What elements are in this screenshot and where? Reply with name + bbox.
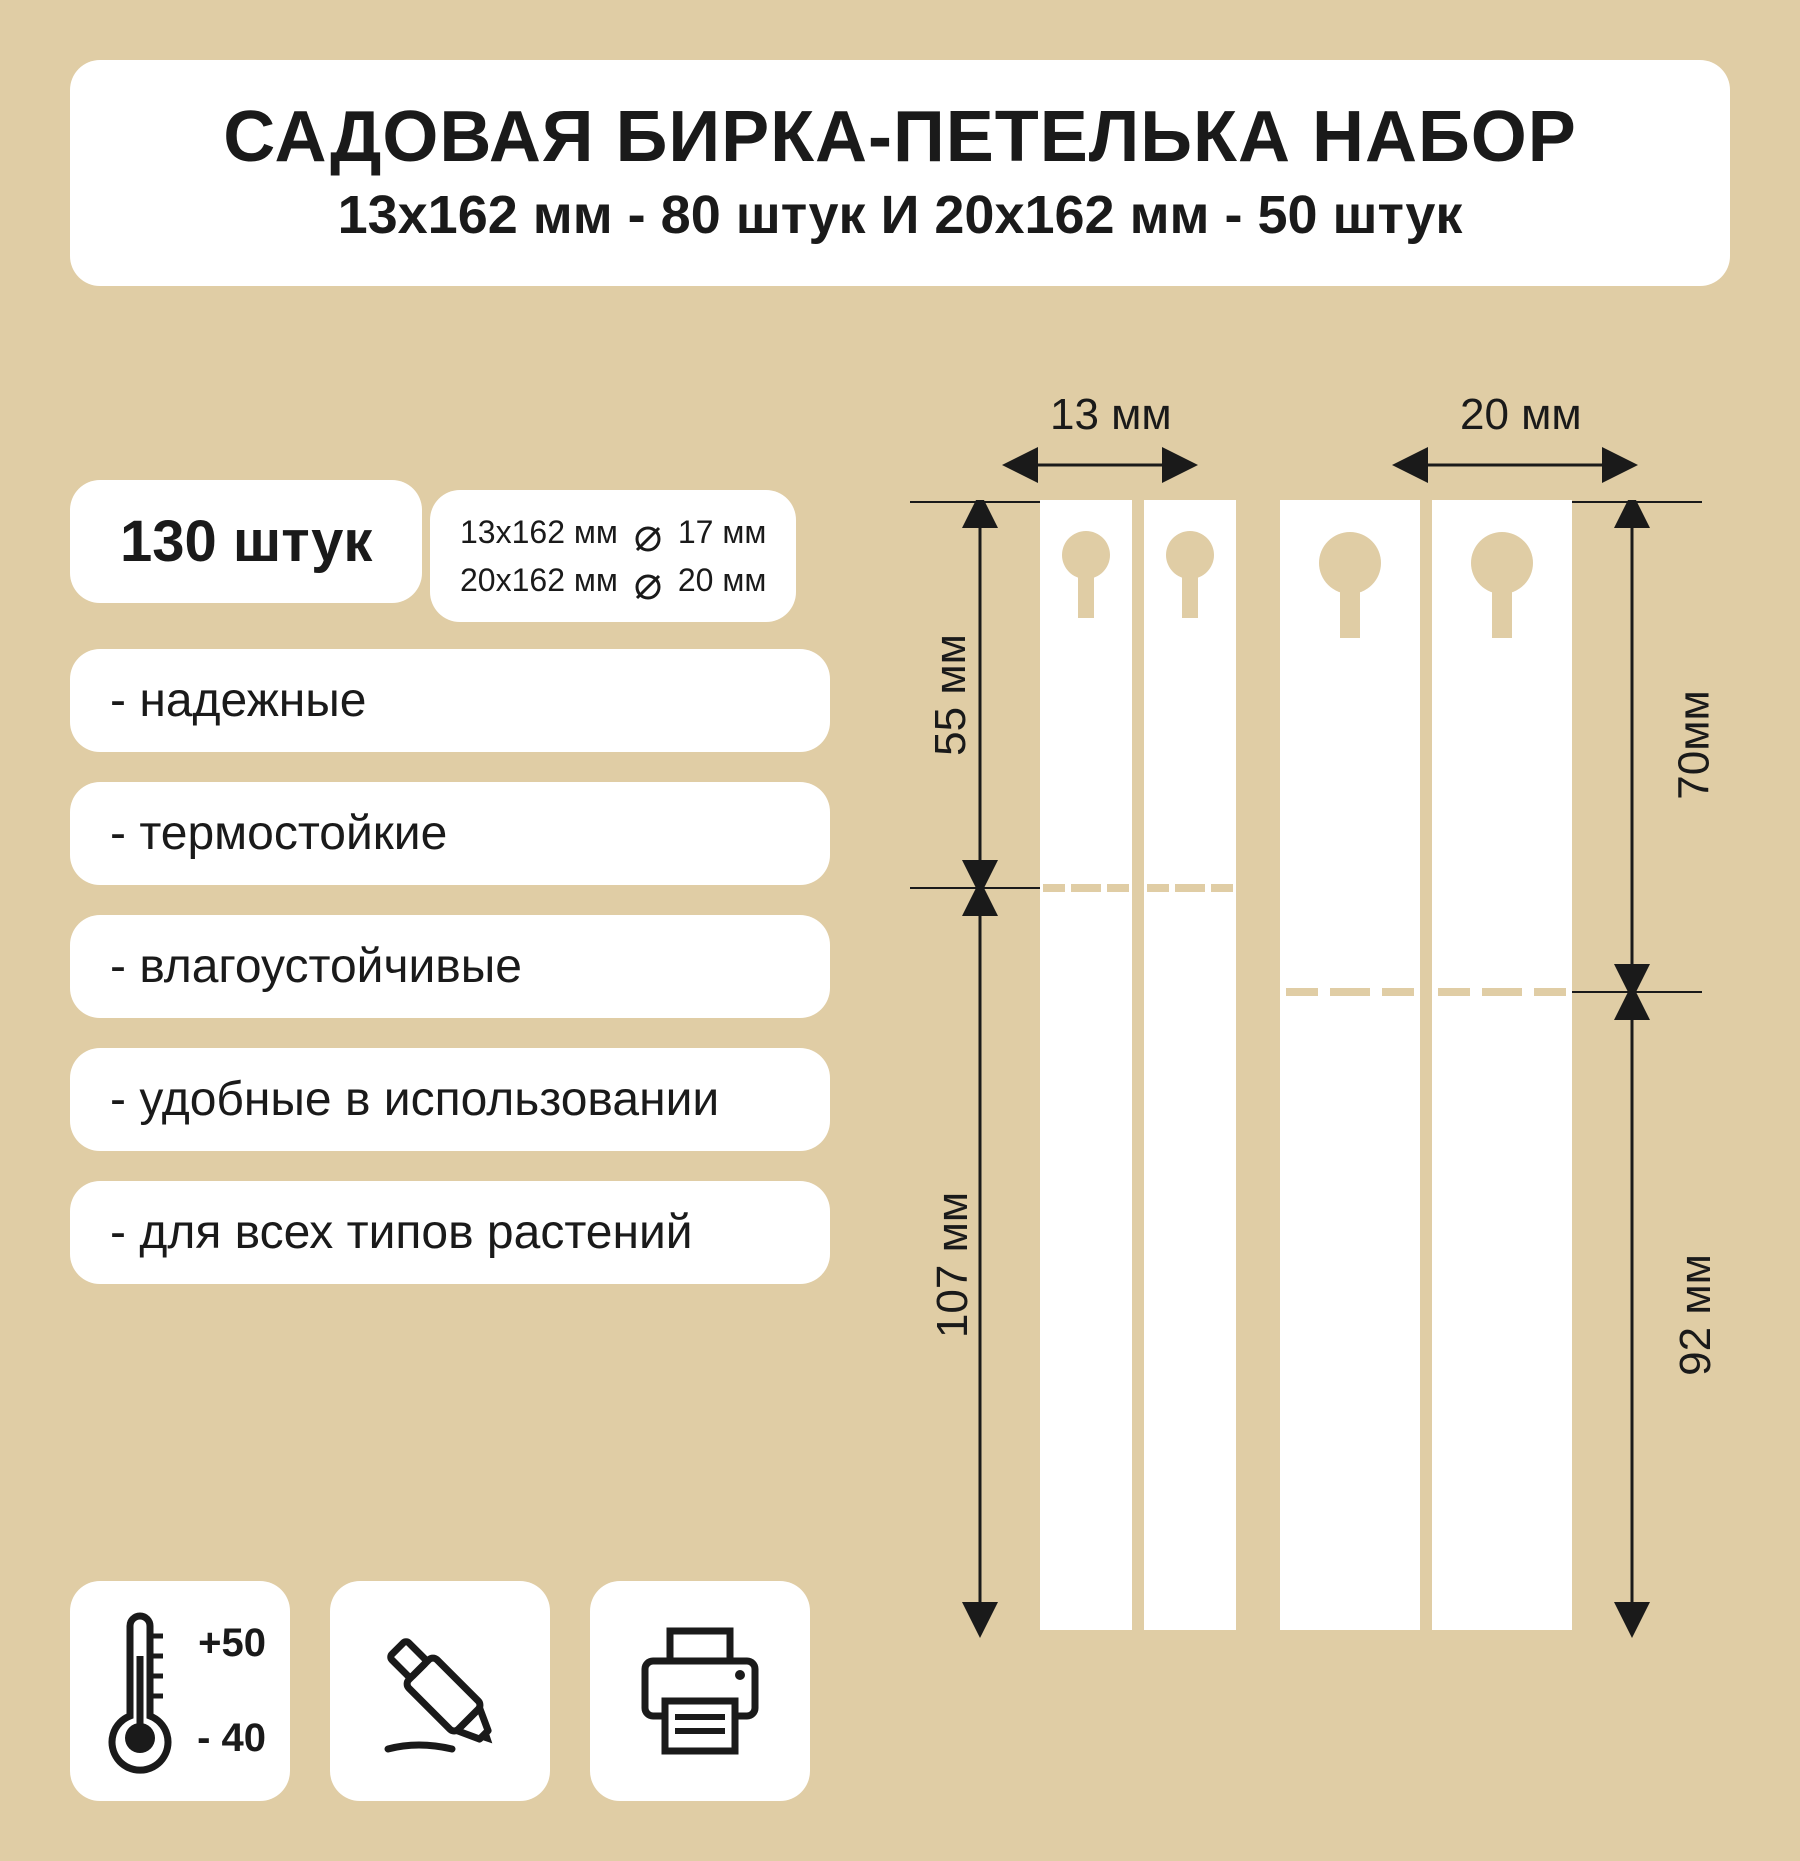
feature-item: - термостойкие	[70, 782, 830, 885]
temperature-low: - 40	[197, 1716, 266, 1761]
tag-large	[1280, 500, 1420, 1630]
marker-tile	[330, 1581, 550, 1801]
diameter-box: 13х162 мм 17 мм 20х162 мм 20 мм	[430, 490, 796, 622]
icon-row: +50 - 40	[70, 1581, 810, 1801]
diameter-row: 20х162 мм 20 мм	[460, 556, 766, 604]
right-dim-lines	[1572, 500, 1702, 1700]
keyhole-icon	[1163, 528, 1217, 618]
thermometer-icon	[105, 1606, 175, 1776]
keyhole-icon	[1059, 528, 1113, 618]
product-title: САДОВАЯ БИРКА-ПЕТЕЛЬКА НАБОР	[100, 100, 1700, 176]
marker-icon	[360, 1611, 520, 1771]
dim-bottom-large: 92 мм	[1671, 1254, 1721, 1376]
keyhole-icon	[1315, 528, 1385, 638]
tag-diagram: 13 мм 20 мм 55 мм	[880, 390, 1730, 1790]
dim-top-small: 55 мм	[926, 634, 976, 756]
diameter-row: 13х162 мм 17 мм	[460, 508, 766, 556]
tag-small	[1040, 500, 1132, 1630]
diameter-icon	[634, 566, 662, 594]
width-arrows	[880, 440, 1730, 490]
diameter-size: 20х162 мм	[460, 556, 618, 604]
printer-tile	[590, 1581, 810, 1801]
temperature-tile: +50 - 40	[70, 1581, 290, 1801]
diameter-size: 13х162 мм	[460, 508, 618, 556]
feature-item: - для всех типов растений	[70, 1181, 830, 1284]
printer-icon	[620, 1611, 780, 1771]
product-subtitle: 13х162 мм - 80 штук И 20х162 мм - 50 шту…	[100, 184, 1700, 246]
dim-top-large: 70мм	[1670, 690, 1720, 799]
tag-small	[1144, 500, 1236, 1630]
keyhole-icon	[1467, 528, 1537, 638]
feature-item: - влагоустойчивые	[70, 915, 830, 1018]
dim-width-small: 13 мм	[1050, 390, 1172, 440]
temperature-high: +50	[198, 1621, 266, 1666]
diameter-value: 17 мм	[678, 508, 766, 556]
dim-width-large: 20 мм	[1460, 390, 1582, 440]
dim-bottom-small: 107 мм	[928, 1192, 978, 1338]
feature-item: - надежные	[70, 649, 830, 752]
diameter-value: 20 мм	[678, 556, 766, 604]
diameter-icon	[634, 518, 662, 546]
tag-large	[1432, 500, 1572, 1630]
feature-item: - удобные в использовании	[70, 1048, 830, 1151]
header-card: САДОВАЯ БИРКА-ПЕТЕЛЬКА НАБОР 13х162 мм -…	[70, 60, 1730, 286]
count-badge: 130 штук	[70, 480, 422, 603]
